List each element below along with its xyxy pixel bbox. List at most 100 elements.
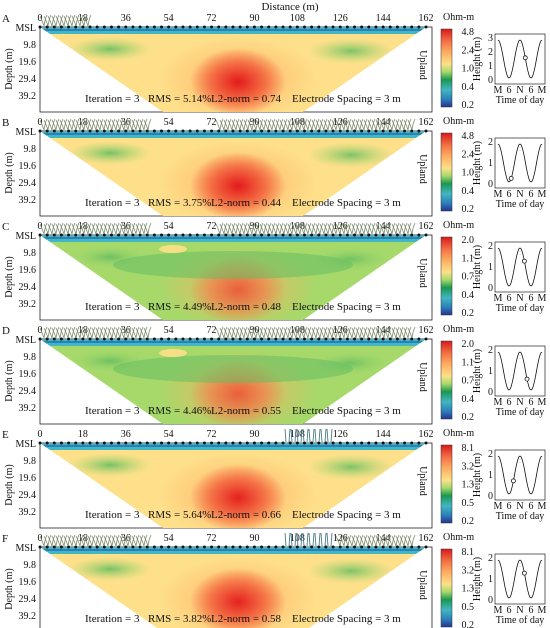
grass-blade [107,118,116,131]
grass-blade [347,326,356,339]
grass-blade [383,534,392,547]
electrode-dot [424,233,428,237]
distance-tick-label: 162 [419,533,434,544]
electrode-dot [167,129,171,133]
low-resistivity-zone-right [307,558,395,584]
distance-tick-label: 126 [333,533,348,544]
grass-blade [255,118,264,131]
grass-blade [39,14,48,27]
depth-axis-title: Depth (m) [4,48,15,89]
distance-tick-label: 18 [78,533,88,544]
grass-blade [59,118,68,131]
grass-blade [275,118,284,131]
grass-blade [359,118,368,131]
grass-blade [59,222,68,235]
electrode-dot [81,337,85,341]
electrode-dot [317,233,321,237]
grass-blade [127,222,136,235]
distance-tick-label: 36 [121,429,131,440]
grass-blade [75,118,84,131]
panel-letter: B [2,117,9,129]
electrode-dot [145,25,149,29]
grass-blade [395,118,404,131]
electrode-dot [181,129,185,133]
electrode-dot [345,337,349,341]
inset-x-tick: M [494,605,503,616]
electrode-dot [410,545,414,549]
electrode-dot [81,233,85,237]
iteration-label: Iteration = 3 [85,613,140,625]
grass-blade [71,118,80,131]
electrode-dot [167,337,171,341]
electrode-dot [302,129,306,133]
electrode-dot [310,25,314,29]
grass-blade [403,118,412,131]
resistivity-section [40,443,426,528]
electrode-dot [45,545,49,549]
electrode-dot [138,337,142,341]
grass-blade [315,118,324,131]
panel-a: A 0 18 36 54 72 90 108 126 144 162MSL9.819.629.439… [2,12,547,113]
grass-blade [231,326,240,339]
grass-blade [87,118,96,131]
electrode-dot [417,337,421,341]
upland-label: Upland [417,154,428,183]
grass-blade [67,222,76,235]
electrode-dot [395,129,399,133]
inset-x-tick: 6 [507,293,512,304]
grass-blade [47,14,56,27]
electrode-dot [67,441,71,445]
grass-blade [255,326,264,339]
electrode-dot [324,25,328,29]
electrode-dot [252,233,256,237]
upland-label: Upland [417,466,428,495]
colorbar-tick-label: 2.0 [462,339,475,350]
grass-blade [91,118,100,131]
electrode-dot [59,233,63,237]
electrode-dot [45,233,49,237]
reed-stem [318,532,321,547]
grass-blade [143,534,152,547]
grass-blade [347,222,356,235]
grass-blade [87,534,96,547]
grass-blade [319,222,328,235]
electrode-dot [410,337,414,341]
electrode-dot [231,337,235,341]
electrode-dot [109,337,113,341]
electrode-dot [381,25,385,29]
panel-e: E 0 18 36 54 72 90 108 126 144 162MSL9.819.629.439… [2,428,547,529]
grass-blade [63,222,72,235]
distance-tick-label: 144 [376,533,391,544]
inset-x-title: Time of day [496,199,545,210]
resistivity-section [40,131,426,216]
grass-blade [339,222,348,235]
grass-blade [43,326,52,339]
grass-blade [335,534,344,547]
electrode-dot [288,545,292,549]
grass-blade [63,326,72,339]
distance-tick-label: 54 [164,13,174,24]
electrode-dot [210,545,214,549]
electrode-dot [281,441,285,445]
electrode-dot [317,545,321,549]
grass-blade [95,222,104,235]
grass-blade [79,222,88,235]
distance-tick-label: 72 [207,533,217,544]
grass-blade [91,534,100,547]
grass-blade [295,326,304,339]
grass-blade [283,326,292,339]
inset-x-title: Time of day [496,303,545,314]
grass-blade [247,118,256,131]
tide-inset-frame [494,553,546,605]
electrode-dot [374,545,378,549]
grass-blade [315,326,324,339]
reed-stem [306,532,309,547]
grass-blade [67,326,76,339]
grass-blade [295,222,304,235]
grass-blade [51,534,60,547]
colorbar-tick-label: 2.4 [462,149,475,160]
colorbar-tick-label: 0.4 [462,394,475,405]
colorbar-tick-label: 0.2 [462,204,475,215]
grass-blade [71,14,80,27]
